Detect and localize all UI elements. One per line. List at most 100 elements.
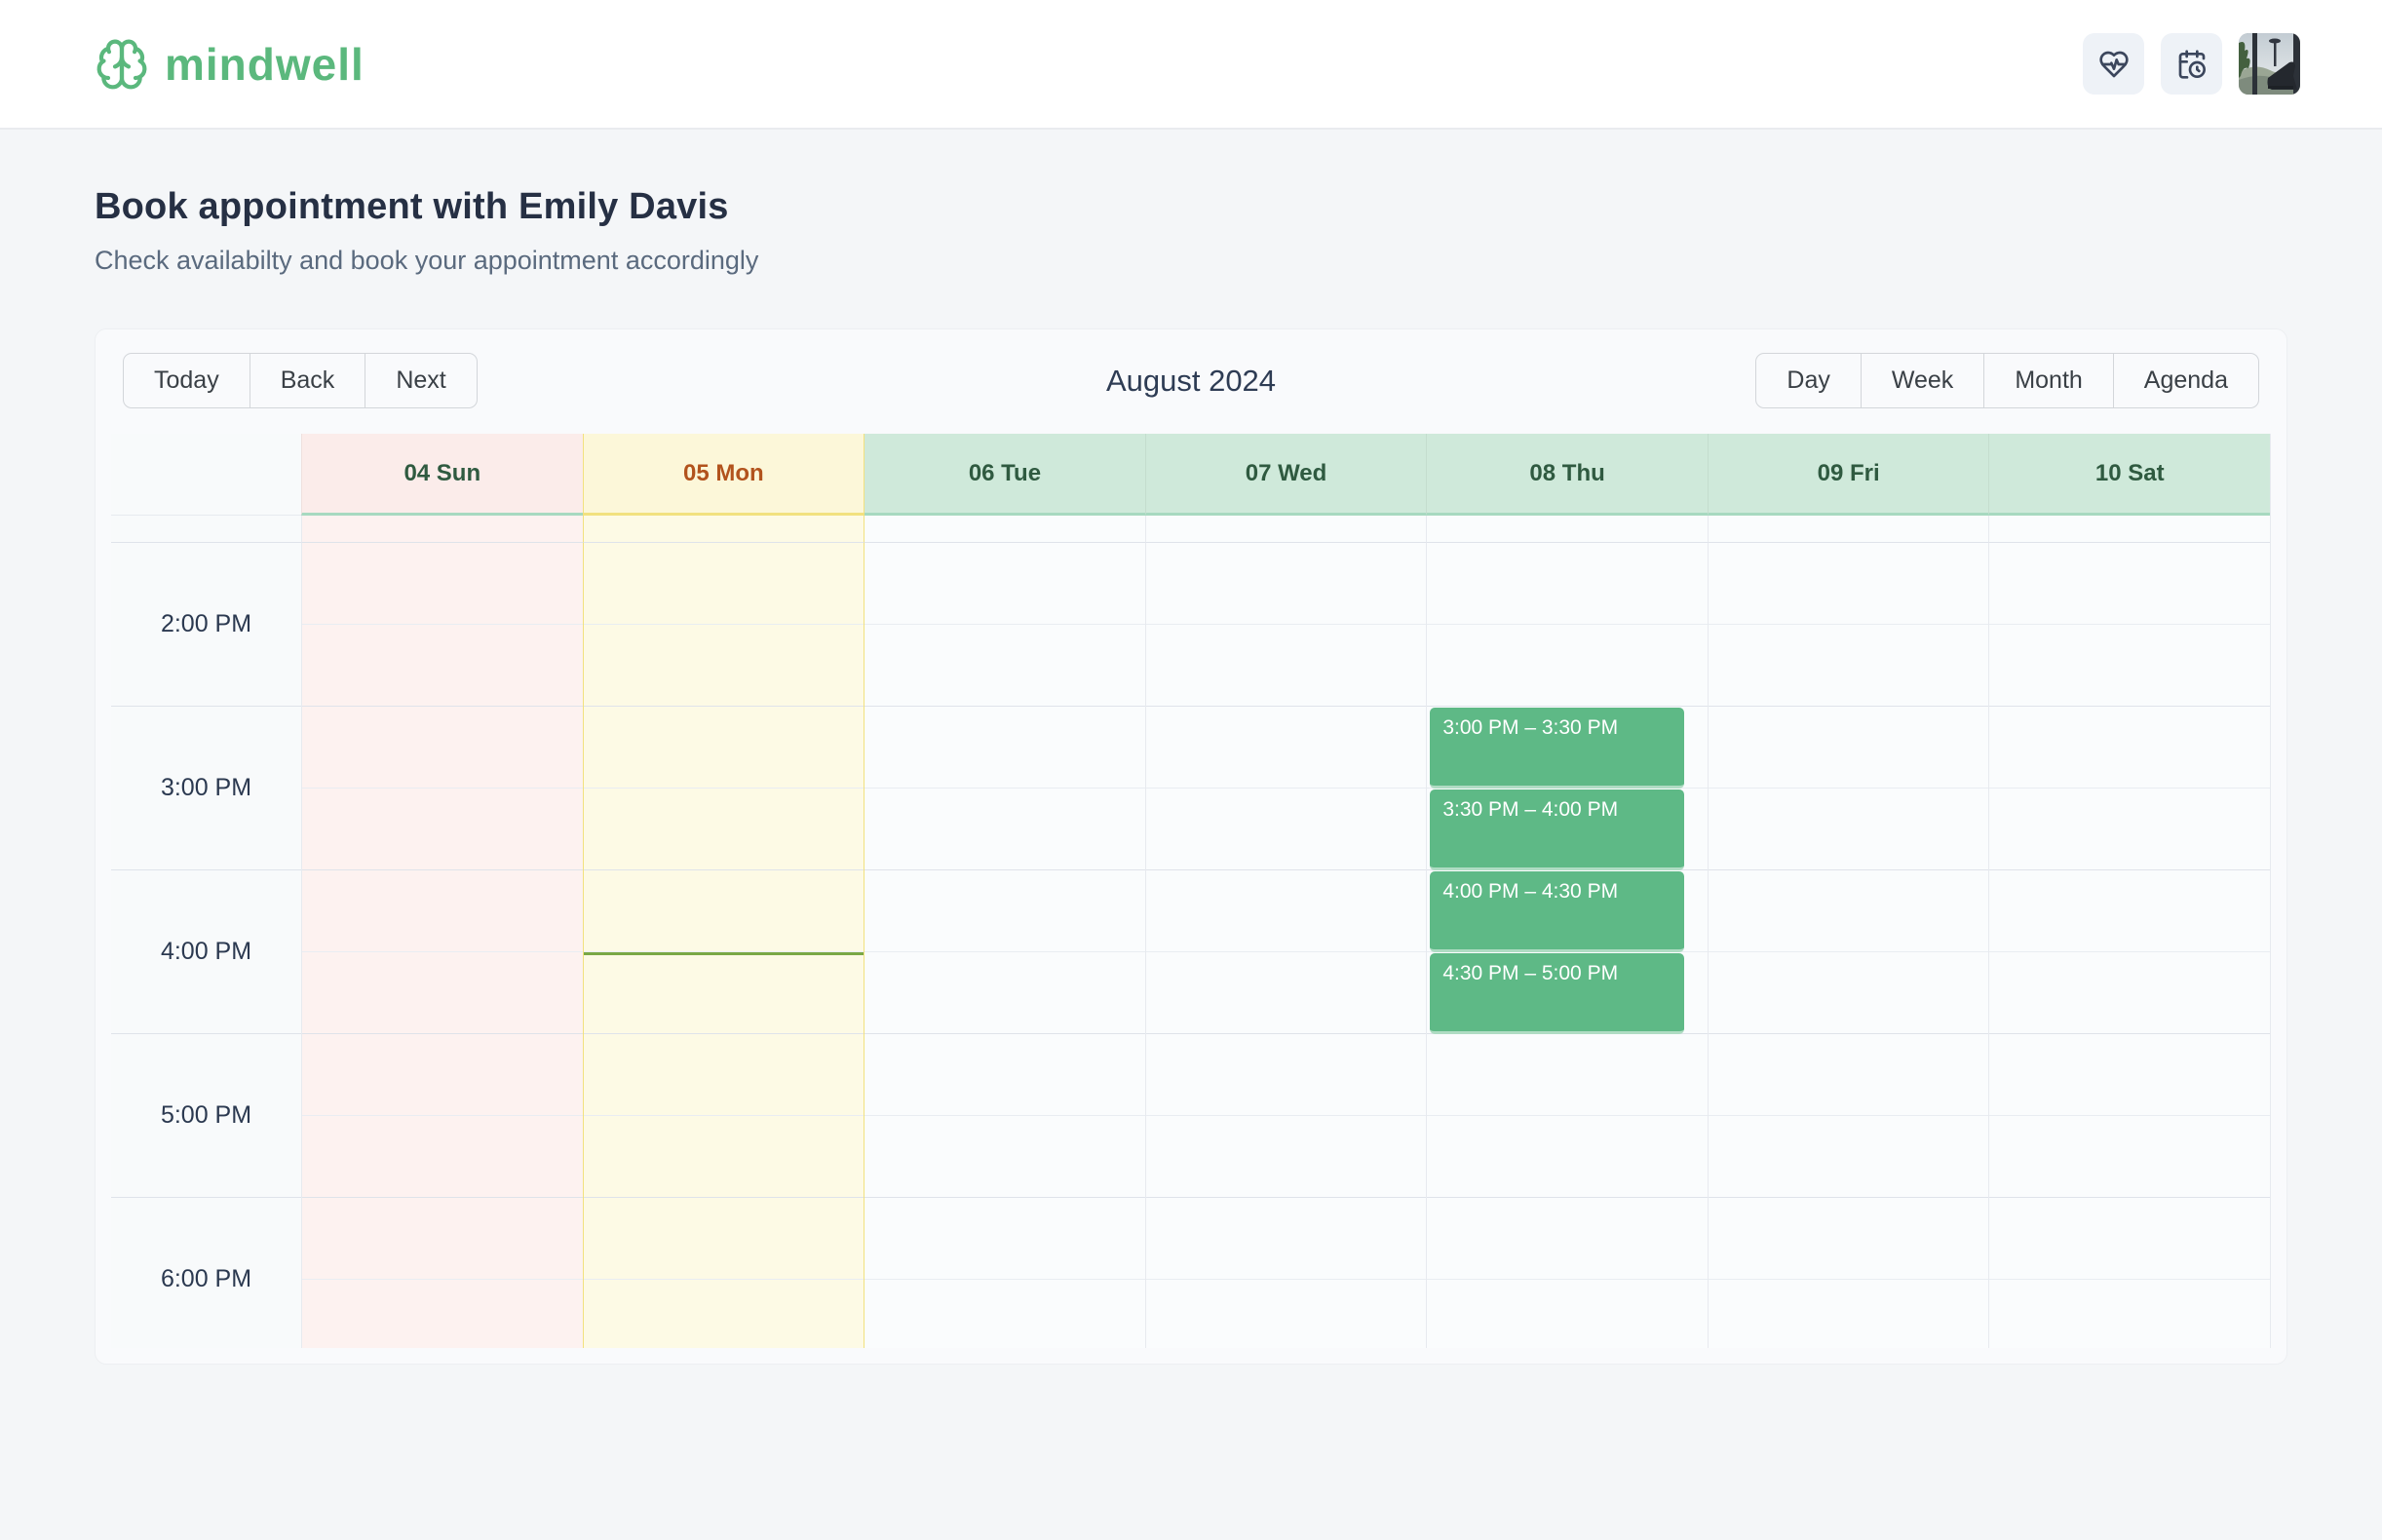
time-slot[interactable] xyxy=(1427,1198,1708,1280)
view-month-button[interactable]: Month xyxy=(1984,353,2114,408)
allday-cell xyxy=(1707,516,1989,543)
time-slot[interactable] xyxy=(302,1280,583,1348)
time-slot[interactable] xyxy=(1145,625,1427,707)
time-slot[interactable] xyxy=(1146,1280,1427,1348)
day-header-wed: 07 Wed xyxy=(1144,434,1427,516)
time-slot[interactable] xyxy=(864,789,1145,870)
time-slot[interactable] xyxy=(1989,1198,2270,1280)
day-header-label: 04 Sun xyxy=(403,459,481,486)
time-slot[interactable] xyxy=(1989,1034,2270,1116)
time-slot[interactable] xyxy=(1989,870,2270,952)
time-slot[interactable] xyxy=(1145,1116,1427,1198)
appointment-slot-event[interactable]: 4:00 PM – 4:30 PM xyxy=(1430,871,1684,952)
time-slot[interactable] xyxy=(1708,1198,1989,1280)
time-slot[interactable] xyxy=(1708,707,1989,789)
allday-cell xyxy=(301,516,583,543)
allday-cell xyxy=(1426,516,1708,543)
time-slot[interactable] xyxy=(302,952,583,1034)
time-slot[interactable] xyxy=(302,543,583,625)
time-slot[interactable] xyxy=(302,870,583,952)
health-button[interactable] xyxy=(2083,33,2144,95)
time-slot[interactable] xyxy=(1427,1280,1708,1348)
time-slot[interactable] xyxy=(1708,543,1989,625)
time-slot[interactable] xyxy=(1145,1034,1427,1116)
time-slot[interactable] xyxy=(302,707,583,789)
appointment-slot-event[interactable]: 4:30 PM – 5:00 PM xyxy=(1430,953,1684,1034)
time-slot[interactable] xyxy=(1708,625,1989,707)
time-slot[interactable] xyxy=(1708,789,1989,870)
time-slot[interactable] xyxy=(1427,1034,1708,1116)
time-slot[interactable] xyxy=(1145,870,1427,952)
time-gutter-label: 2:00 PM xyxy=(111,543,301,707)
time-slot[interactable] xyxy=(1145,543,1427,625)
brand-logo[interactable]: mindwell xyxy=(95,37,365,92)
time-slot[interactable] xyxy=(1989,543,2270,625)
calendar-header-row: 04 Sun 05 Mon 06 Tue 07 Wed 08 Thu 09 Fri 10 S… xyxy=(111,434,2271,516)
user-avatar[interactable] xyxy=(2239,33,2300,95)
time-slot[interactable] xyxy=(583,1034,864,1116)
time-slot[interactable] xyxy=(1145,707,1427,789)
appointment-slot-event[interactable]: 3:00 PM – 3:30 PM xyxy=(1430,708,1684,789)
time-slot[interactable] xyxy=(1989,1116,2270,1198)
time-slot[interactable] xyxy=(1145,789,1427,870)
today-button[interactable]: Today xyxy=(123,353,250,408)
time-slot[interactable] xyxy=(1708,870,1989,952)
time-slot[interactable] xyxy=(583,1198,864,1280)
view-button-group: Day Week Month Agenda xyxy=(1755,353,2259,408)
time-slot[interactable] xyxy=(864,870,1145,952)
time-slot[interactable] xyxy=(302,1198,583,1280)
time-slot[interactable] xyxy=(1989,789,2270,870)
time-slot[interactable] xyxy=(1709,1280,1989,1348)
time-slot[interactable] xyxy=(1708,1034,1989,1116)
back-button[interactable]: Back xyxy=(250,353,366,408)
allday-gutter xyxy=(111,516,301,543)
time-slot[interactable] xyxy=(583,870,864,952)
time-slot[interactable] xyxy=(864,1034,1145,1116)
view-day-button[interactable]: Day xyxy=(1755,353,1862,408)
time-slot[interactable] xyxy=(1427,543,1708,625)
time-slot[interactable] xyxy=(864,1116,1145,1198)
time-gutter-label: 3:00 PM xyxy=(111,707,301,870)
time-slot[interactable] xyxy=(864,625,1145,707)
time-slot[interactable] xyxy=(302,1034,583,1116)
time-gutter: 2:00 PM 3:00 PM 4:00 PM 5:00 PM 6:00 PM xyxy=(111,543,301,1348)
day-column-mon xyxy=(582,543,865,1348)
time-slot[interactable] xyxy=(1708,1116,1989,1198)
day-header-label: 05 Mon xyxy=(683,459,764,486)
time-slot[interactable] xyxy=(1989,625,2270,707)
time-slot[interactable] xyxy=(864,1280,1145,1348)
time-slot[interactable] xyxy=(864,707,1145,789)
time-slot[interactable] xyxy=(1708,952,1989,1034)
view-agenda-button[interactable]: Agenda xyxy=(2113,353,2259,408)
time-slot[interactable] xyxy=(1989,952,2270,1034)
time-slot[interactable] xyxy=(583,707,864,789)
appointment-slot-event[interactable]: 3:30 PM – 4:00 PM xyxy=(1430,789,1684,870)
time-slot[interactable] xyxy=(864,1198,1145,1280)
view-week-button[interactable]: Week xyxy=(1861,353,1985,408)
appointments-button[interactable] xyxy=(2161,33,2222,95)
time-slot[interactable] xyxy=(1145,952,1427,1034)
time-slot[interactable] xyxy=(583,1116,864,1198)
time-slot[interactable] xyxy=(1427,625,1708,707)
time-slot[interactable] xyxy=(583,952,864,1034)
day-header-label: 10 Sat xyxy=(2094,459,2165,486)
time-gutter-header xyxy=(111,434,301,516)
time-slot[interactable] xyxy=(1427,1116,1708,1198)
time-slot[interactable] xyxy=(864,543,1145,625)
time-slot[interactable] xyxy=(583,789,864,870)
time-slot[interactable] xyxy=(584,1280,864,1348)
time-slot[interactable] xyxy=(1989,707,2270,789)
time-slot[interactable] xyxy=(1145,1198,1427,1280)
next-button[interactable]: Next xyxy=(365,353,478,408)
brand-name: mindwell xyxy=(165,38,365,90)
time-slot[interactable] xyxy=(583,543,864,625)
time-slot[interactable] xyxy=(583,625,864,707)
time-slot[interactable] xyxy=(302,625,583,707)
time-slot[interactable] xyxy=(302,789,583,870)
time-slot[interactable] xyxy=(1989,1280,2270,1348)
time-slot[interactable] xyxy=(302,1116,583,1198)
time-slot[interactable] xyxy=(864,952,1145,1034)
allday-cell xyxy=(864,516,1145,543)
day-header-fri: 09 Fri xyxy=(1707,434,1989,516)
time-gutter-label: 4:00 PM xyxy=(111,870,301,1034)
